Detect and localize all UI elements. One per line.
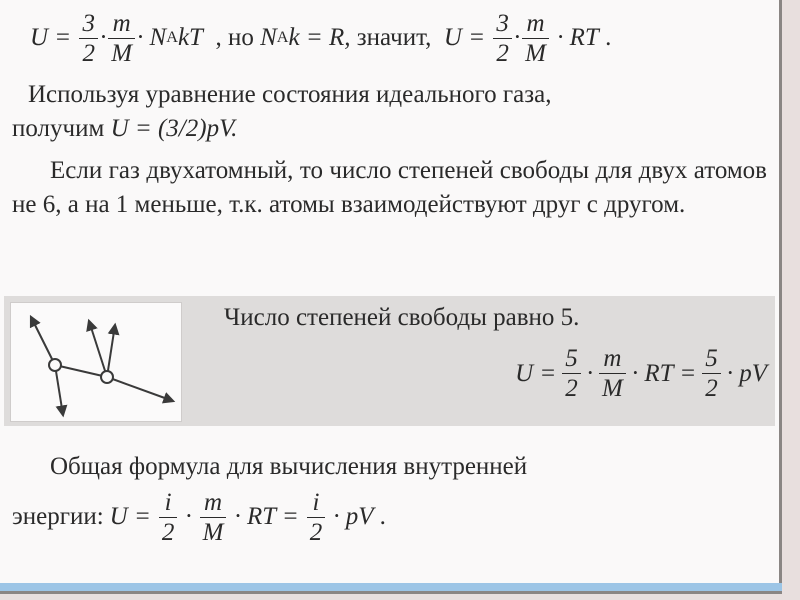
numerator: i [159,490,178,517]
numerator: 3 [493,11,512,38]
numerator: m [522,11,549,38]
arrow [55,365,63,415]
paragraph-diatomic: Если газ двухатомный, то число степеней … [12,154,767,222]
eq-text: U = [110,500,151,534]
arrow [107,377,173,401]
period: . [380,500,386,534]
subscript: A [166,27,178,49]
eq-text: U = [30,21,71,55]
band-equation: U = 5 2 · m M · RT = 5 2 · pV [204,346,767,401]
inline-math: U = (3/2)pV. [111,115,238,142]
numerator: i [307,490,326,517]
fraction: i 2 [157,490,180,545]
arrow [89,321,107,377]
page: U = 3 2 · m M · NAkT , но NAk = R, [0,0,800,600]
paragraph-ideal-gas: Используя уравнение состояния идеального… [12,78,767,146]
denominator: M [108,38,135,66]
fraction: m M [597,346,628,401]
eq-text: · pV [727,360,767,388]
text: энергии: [12,500,104,534]
eq-text: · RT [557,21,599,55]
denominator: 2 [562,373,581,401]
denominator: 2 [493,38,512,66]
eq-text: kT [178,21,203,55]
paragraph-line: энергии: U = i 2 · m M · RT = i 2 · pV . [12,490,767,545]
numerator: 5 [562,346,581,373]
denominator: 2 [702,373,721,401]
denominator: M [522,38,549,66]
denominator: 2 [159,517,178,545]
eq-text: k = R, [289,21,351,55]
denominator: 2 [307,517,326,545]
paragraph-general-formula: Общая формула для вычисления внутренней … [12,450,767,545]
fraction: 3 2 [77,11,100,66]
denominator: 2 [79,38,98,66]
band-text: Число степеней свободы равно 5. U = 5 2 … [204,304,767,401]
fraction: m M [198,490,229,545]
paragraph-line: Общая формула для вычисления внутренней [12,450,767,484]
paragraph-line: получим U = (3/2)pV. [12,112,767,146]
dot: · [185,500,191,534]
eq-text: · N [137,21,166,55]
period: . [605,21,611,55]
connector-text: , но [215,21,253,55]
bottom-bar [0,583,782,591]
eq-text: · RT = [234,500,298,534]
content-box: U = 3 2 · m M · NAkT , но NAk = R, [0,0,782,594]
numerator: m [200,490,227,517]
denominator: M [200,517,227,545]
eq-text: · RT = [632,360,696,388]
arrow [107,325,115,377]
fraction: i 2 [305,490,328,545]
molecule-svg [11,303,181,421]
text: получим [12,115,111,142]
atom-node [101,371,113,383]
degrees-of-freedom-band: Число степеней свободы равно 5. U = 5 2 … [4,296,775,426]
numerator: 5 [702,346,721,373]
numerator: m [599,346,626,373]
atom-node [49,359,61,371]
dot: · [587,360,593,388]
molecule-diagram [10,302,182,422]
fraction: 5 2 [560,346,583,401]
eq-text: · pV [333,500,373,534]
eq-text: U = [515,360,556,388]
numerator: m [108,11,135,38]
connector-text: значит, [357,21,432,55]
fraction: 3 2 [491,11,514,66]
arrow [31,317,55,365]
subscript: A [277,27,289,49]
paragraph-line: Используя уравнение состояния идеального… [12,78,767,112]
eq-text: N [260,21,277,55]
eq-text: U = [444,21,485,55]
bond-edge [55,365,107,377]
equation-row-1: U = 3 2 · m M · NAkT , но NAk = R, [30,8,759,68]
numerator: 3 [79,11,98,38]
denominator: M [599,373,626,401]
fraction: m M [520,11,551,66]
band-heading: Число степеней свободы равно 5. [224,304,767,332]
fraction: 5 2 [700,346,723,401]
fraction: m M [106,11,137,66]
